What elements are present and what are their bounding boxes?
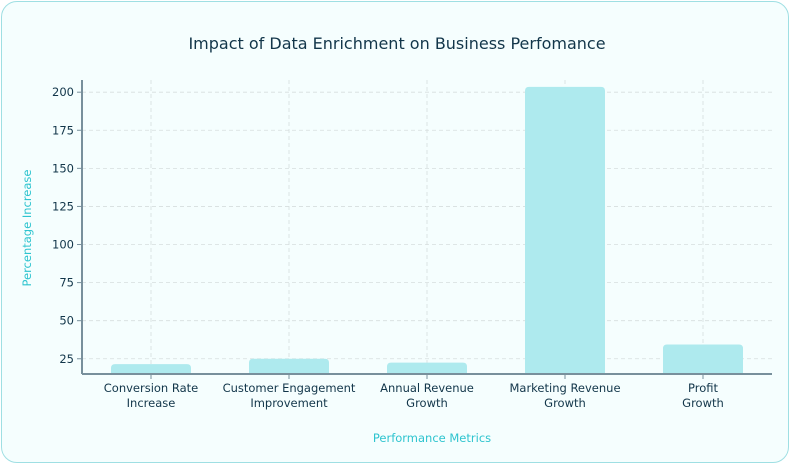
chart-title: Impact of Data Enrichment on Business Pe… [188,34,605,53]
y-tick-label: 150 [52,161,74,175]
x-tick-label: Customer Engagement [223,381,356,395]
bar [387,362,467,374]
bar [249,358,329,374]
bar [525,86,605,374]
x-tick-label: Improvement [250,396,328,410]
y-tick-label: 75 [59,276,74,290]
x-tick-label: Growth [544,396,586,410]
x-tick-label: Increase [127,396,176,410]
x-tick-label: Profit [688,381,718,395]
x-tick-label: Growth [682,396,724,410]
y-tick-label: 200 [52,85,74,99]
y-tick-label: 125 [52,199,74,213]
x-axis-label: Performance Metrics [373,431,491,445]
x-tick-label: Growth [406,396,448,410]
bar [111,364,191,374]
bar [663,344,743,374]
y-tick-label: 175 [52,123,74,137]
y-tick-label: 25 [59,352,74,366]
x-tick-label: Annual Revenue [380,381,474,395]
x-tick-label: Marketing Revenue [509,381,620,395]
y-axis-label: Percentage Increase [20,169,34,286]
y-tick-label: 100 [52,238,74,252]
y-tick-label: 50 [59,314,74,328]
x-tick-label: Conversion Rate [104,381,199,395]
